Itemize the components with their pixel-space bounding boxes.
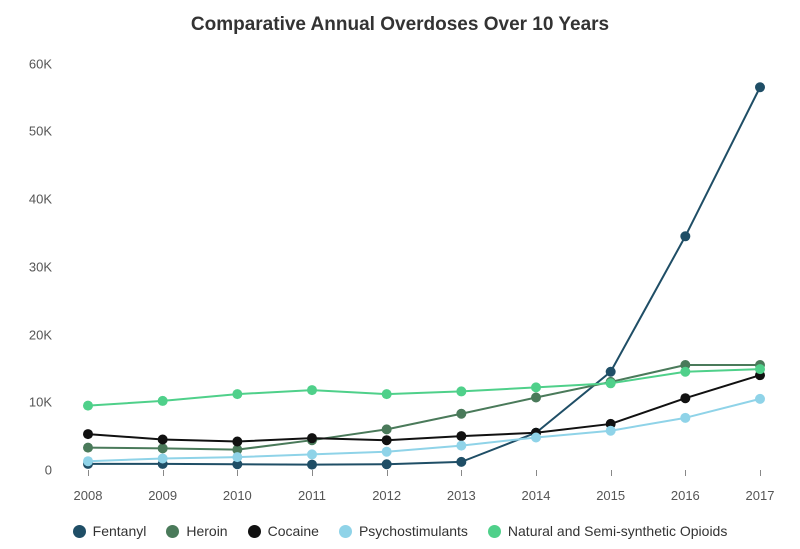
legend-label: Fentanyl xyxy=(93,523,147,539)
series-marker xyxy=(382,459,392,469)
series-marker xyxy=(680,413,690,423)
y-tick-label: 30K xyxy=(29,259,52,274)
series-marker xyxy=(680,367,690,377)
legend-label: Natural and Semi-synthetic Opioids xyxy=(508,523,727,539)
series-marker xyxy=(680,231,690,241)
series-line xyxy=(88,375,760,441)
legend-item[interactable]: Heroin xyxy=(166,523,227,539)
x-tick-label: 2012 xyxy=(372,488,401,503)
y-tick-label: 0 xyxy=(45,463,52,478)
x-tick-mark xyxy=(461,470,462,476)
legend-dot-icon xyxy=(488,525,501,538)
x-tick-mark xyxy=(312,470,313,476)
legend: Fentanyl Heroin Cocaine Psychostimulants Nat… xyxy=(0,523,800,539)
series-marker xyxy=(456,409,466,419)
series-marker xyxy=(382,435,392,445)
x-tick-mark xyxy=(237,470,238,476)
x-tick-label: 2010 xyxy=(223,488,252,503)
series-marker xyxy=(158,443,168,453)
series-marker xyxy=(307,385,317,395)
legend-item[interactable]: Cocaine xyxy=(248,523,319,539)
legend-dot-icon xyxy=(166,525,179,538)
series-marker xyxy=(755,364,765,374)
x-tick-mark xyxy=(760,470,761,476)
x-tick-mark xyxy=(685,470,686,476)
series-marker xyxy=(606,367,616,377)
y-tick-label: 10K xyxy=(29,395,52,410)
series-marker xyxy=(755,394,765,404)
series-marker xyxy=(456,441,466,451)
series-marker xyxy=(755,82,765,92)
y-tick-label: 20K xyxy=(29,327,52,342)
series-marker xyxy=(531,382,541,392)
series-marker xyxy=(232,389,242,399)
x-tick-mark xyxy=(88,470,89,476)
y-tick-label: 50K xyxy=(29,124,52,139)
series-marker xyxy=(531,432,541,442)
y-tick-label: 60K xyxy=(29,56,52,71)
x-tick-mark xyxy=(611,470,612,476)
legend-item[interactable]: Fentanyl xyxy=(73,523,147,539)
x-tick-mark xyxy=(163,470,164,476)
series-line xyxy=(88,369,760,406)
series-marker xyxy=(680,393,690,403)
legend-label: Heroin xyxy=(186,523,227,539)
series-marker xyxy=(83,456,93,466)
x-tick-label: 2011 xyxy=(298,488,326,503)
series-marker xyxy=(456,431,466,441)
series-marker xyxy=(232,452,242,462)
x-tick-mark xyxy=(536,470,537,476)
legend-dot-icon xyxy=(73,525,86,538)
chart-container: Comparative Annual Overdoses Over 10 Yea… xyxy=(0,0,800,549)
series-marker xyxy=(531,393,541,403)
chart-title: Comparative Annual Overdoses Over 10 Yea… xyxy=(0,0,800,36)
series-marker xyxy=(307,460,317,470)
series-marker xyxy=(232,437,242,447)
legend-item[interactable]: Psychostimulants xyxy=(339,523,468,539)
series-marker xyxy=(83,429,93,439)
series-marker xyxy=(83,401,93,411)
series-marker xyxy=(456,457,466,467)
series-marker xyxy=(382,424,392,434)
series-marker xyxy=(606,426,616,436)
legend-dot-icon xyxy=(339,525,352,538)
x-tick-label: 2015 xyxy=(596,488,625,503)
x-tick-label: 2013 xyxy=(447,488,476,503)
series-marker xyxy=(158,396,168,406)
chart-svg xyxy=(60,50,770,470)
legend-dot-icon xyxy=(248,525,261,538)
x-tick-label: 2009 xyxy=(148,488,177,503)
series-marker xyxy=(158,435,168,445)
legend-label: Psychostimulants xyxy=(359,523,468,539)
series-marker xyxy=(606,378,616,388)
series-marker xyxy=(83,443,93,453)
y-tick-label: 40K xyxy=(29,192,52,207)
series-marker xyxy=(456,386,466,396)
plot-area: 010K20K30K40K50K60K200820092010201120122… xyxy=(60,50,770,470)
legend-label: Cocaine xyxy=(268,523,319,539)
x-tick-label: 2014 xyxy=(522,488,551,503)
series-marker xyxy=(382,389,392,399)
x-tick-label: 2008 xyxy=(74,488,103,503)
x-tick-mark xyxy=(387,470,388,476)
x-tick-label: 2017 xyxy=(746,488,775,503)
series-marker xyxy=(382,447,392,457)
x-tick-label: 2016 xyxy=(671,488,700,503)
series-marker xyxy=(158,453,168,463)
series-marker xyxy=(307,433,317,443)
series-marker xyxy=(307,449,317,459)
legend-item[interactable]: Natural and Semi-synthetic Opioids xyxy=(488,523,727,539)
